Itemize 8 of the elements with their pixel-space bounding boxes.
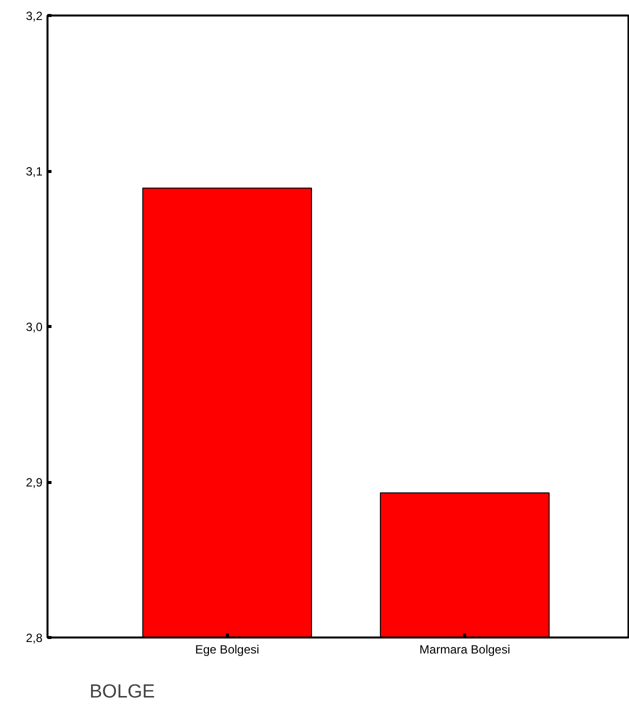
x-tick-label: Ege Bolgesi [195, 642, 260, 656]
y-tick-label: 2,9 [26, 476, 43, 490]
x-axis-title: BOLGE [90, 682, 155, 702]
y-tick-label: 3,0 [26, 320, 43, 334]
y-tick-label: 2,8 [26, 631, 43, 645]
y-tick-label: 3,2 [26, 9, 43, 23]
x-tick-label: Marmara Bolgesi [419, 642, 510, 656]
y-tick-label: 3,1 [26, 164, 43, 178]
